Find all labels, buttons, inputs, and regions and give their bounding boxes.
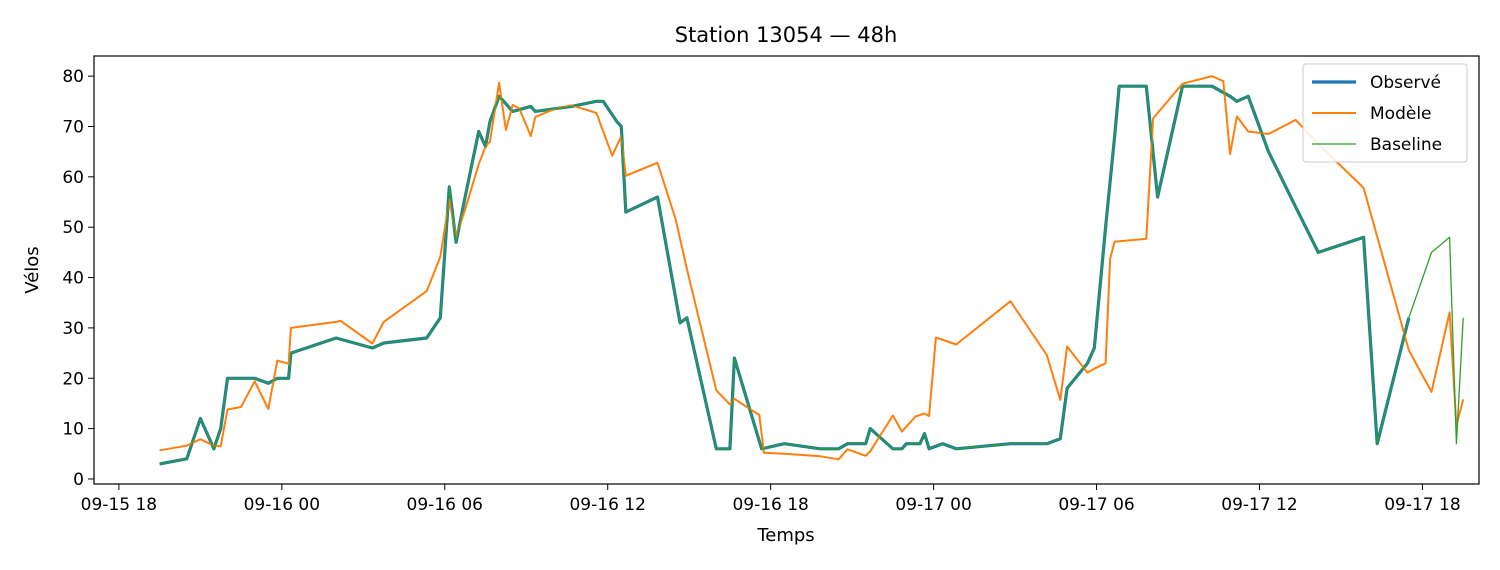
x-tick-label: 09-16 12 bbox=[569, 495, 645, 515]
x-tick-label: 09-15 18 bbox=[81, 495, 157, 515]
series-line-baseline bbox=[159, 85, 1464, 465]
y-tick-label: 60 bbox=[62, 168, 84, 188]
y-tick-label: 20 bbox=[62, 369, 84, 389]
x-tick-label: 09-16 18 bbox=[732, 495, 808, 515]
y-tick-label: 50 bbox=[62, 218, 84, 238]
axes-frame bbox=[93, 55, 1480, 485]
x-tick-label: 09-17 18 bbox=[1384, 495, 1460, 515]
x-tick-label: 09-16 00 bbox=[244, 495, 320, 515]
y-tick-label: 40 bbox=[62, 269, 84, 289]
y-tick-label: 80 bbox=[62, 67, 84, 87]
legend: Observé Modèle Baseline bbox=[1302, 63, 1468, 163]
series-line-modele bbox=[159, 75, 1465, 461]
x-tick-label: 09-17 00 bbox=[895, 495, 971, 515]
y-axis: 0 10 20 30 40 50 60 70 80 bbox=[62, 67, 94, 490]
legend-label: Observé bbox=[1370, 73, 1441, 93]
x-tick-label: 09-17 06 bbox=[1058, 495, 1134, 515]
chart-title: Station 13054 — 48h bbox=[675, 23, 898, 47]
x-tick-label: 09-17 12 bbox=[1221, 495, 1297, 515]
y-tick-label: 70 bbox=[62, 117, 84, 137]
x-tick-label: 09-16 06 bbox=[407, 495, 483, 515]
legend-box bbox=[1302, 63, 1468, 163]
x-axis-label: Temps bbox=[756, 525, 814, 546]
y-tick-label: 30 bbox=[62, 319, 84, 339]
y-tick-label: 0 bbox=[73, 470, 84, 490]
y-axis-label: Vélos bbox=[22, 246, 43, 293]
x-axis: 09-15 18 09-16 00 09-16 06 09-16 12 09-16 18… bbox=[81, 484, 1461, 515]
plot-area bbox=[159, 75, 1465, 466]
legend-label: Baseline bbox=[1370, 135, 1442, 155]
y-tick-label: 10 bbox=[62, 420, 84, 440]
legend-label: Modèle bbox=[1370, 104, 1432, 124]
